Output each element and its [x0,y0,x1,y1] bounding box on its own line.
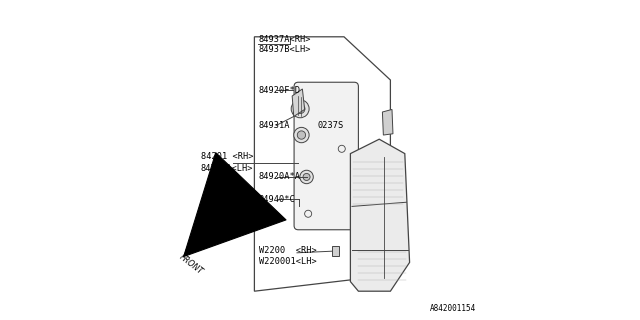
Text: W220001<LH>: W220001<LH> [259,257,316,266]
Text: 84920F*D: 84920F*D [259,86,301,95]
Text: 84201 <RH>: 84201 <RH> [201,152,253,161]
Text: 84201A<LH>: 84201A<LH> [201,164,253,172]
Text: W2200  <RH>: W2200 <RH> [259,246,316,255]
Text: 84920A*A: 84920A*A [259,172,301,181]
Text: 84937A<RH>: 84937A<RH> [259,35,311,44]
Polygon shape [292,89,305,116]
Text: 84937B<LH>: 84937B<LH> [259,45,311,54]
Text: FRONT: FRONT [178,252,205,276]
Circle shape [297,131,306,139]
Text: 84931A: 84931A [259,121,290,130]
Circle shape [295,104,305,114]
Polygon shape [332,246,339,256]
Circle shape [300,170,314,184]
Text: 84940*C: 84940*C [259,195,295,204]
Text: A842001154: A842001154 [430,304,476,313]
Polygon shape [351,139,410,291]
Text: 0237S: 0237S [317,121,344,130]
Polygon shape [383,109,393,135]
Circle shape [294,127,309,143]
Circle shape [291,100,309,118]
FancyBboxPatch shape [294,82,358,230]
Circle shape [303,173,310,180]
